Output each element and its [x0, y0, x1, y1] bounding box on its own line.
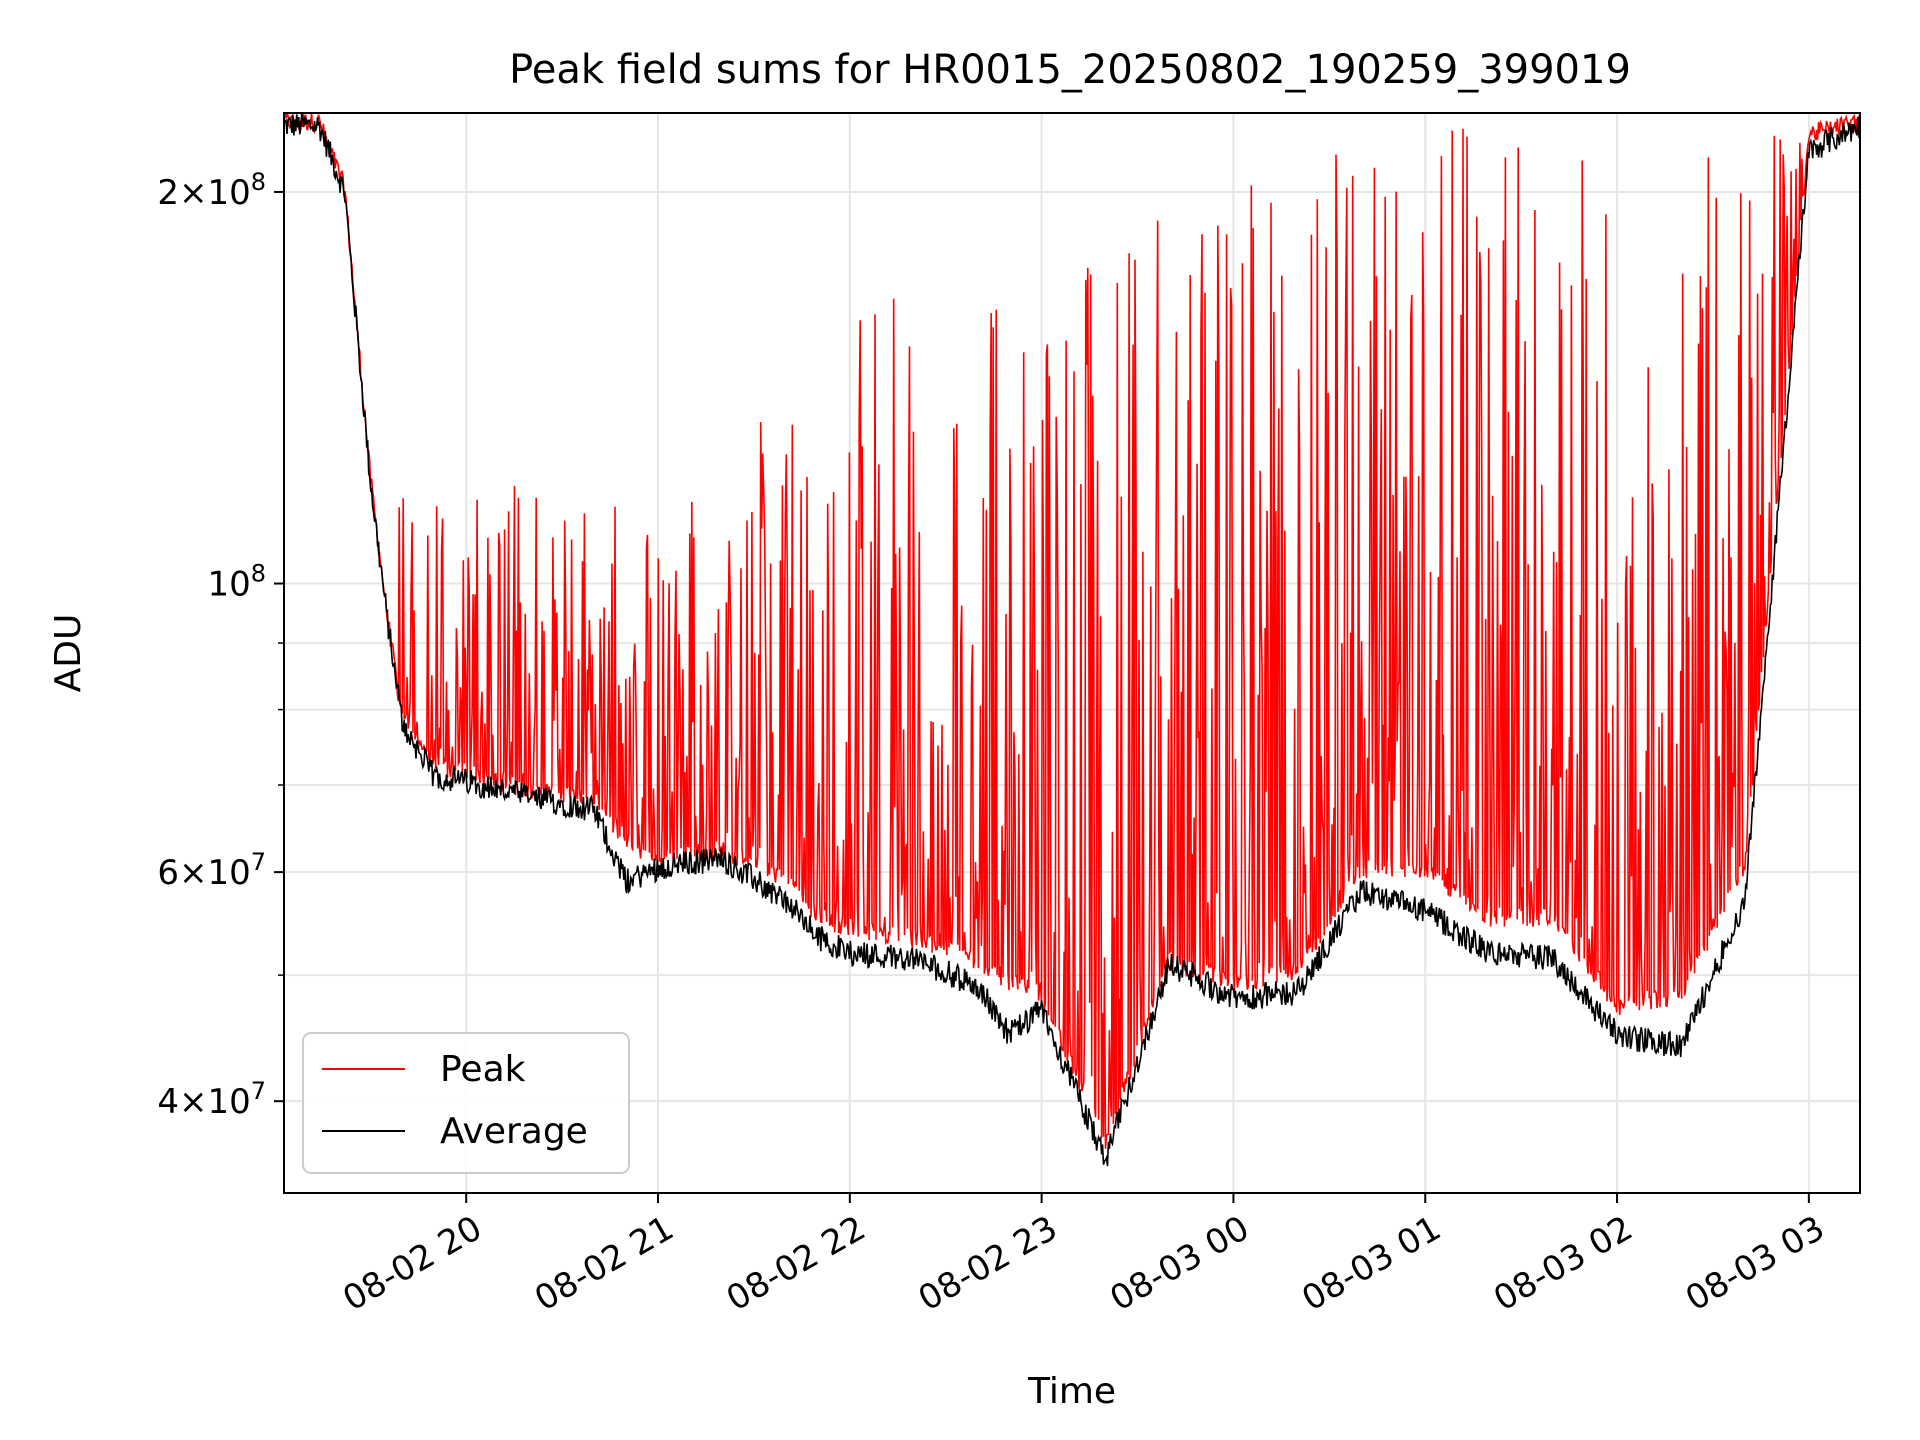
x-axis-label: Time [1027, 1371, 1116, 1412]
y-tick-label: 4×107 [157, 1077, 266, 1122]
series-line-peak [283, 112, 1861, 1149]
legend-label-peak: Peak [440, 1049, 526, 1090]
y-axis-label: ADU [48, 614, 89, 693]
y-tick-label: 6×107 [157, 848, 266, 893]
y-tick-label: 2×108 [157, 168, 266, 213]
axes-frame [283, 112, 1861, 1194]
legend: Peak Average [302, 1032, 630, 1174]
series-layer [283, 112, 1861, 1167]
chart-title: Peak field sums for HR0015_20250802_1902… [509, 47, 1631, 93]
legend-label-average: Average [440, 1111, 588, 1152]
y-tick-label: 108 [207, 560, 266, 605]
series-line-average [283, 112, 1861, 1167]
